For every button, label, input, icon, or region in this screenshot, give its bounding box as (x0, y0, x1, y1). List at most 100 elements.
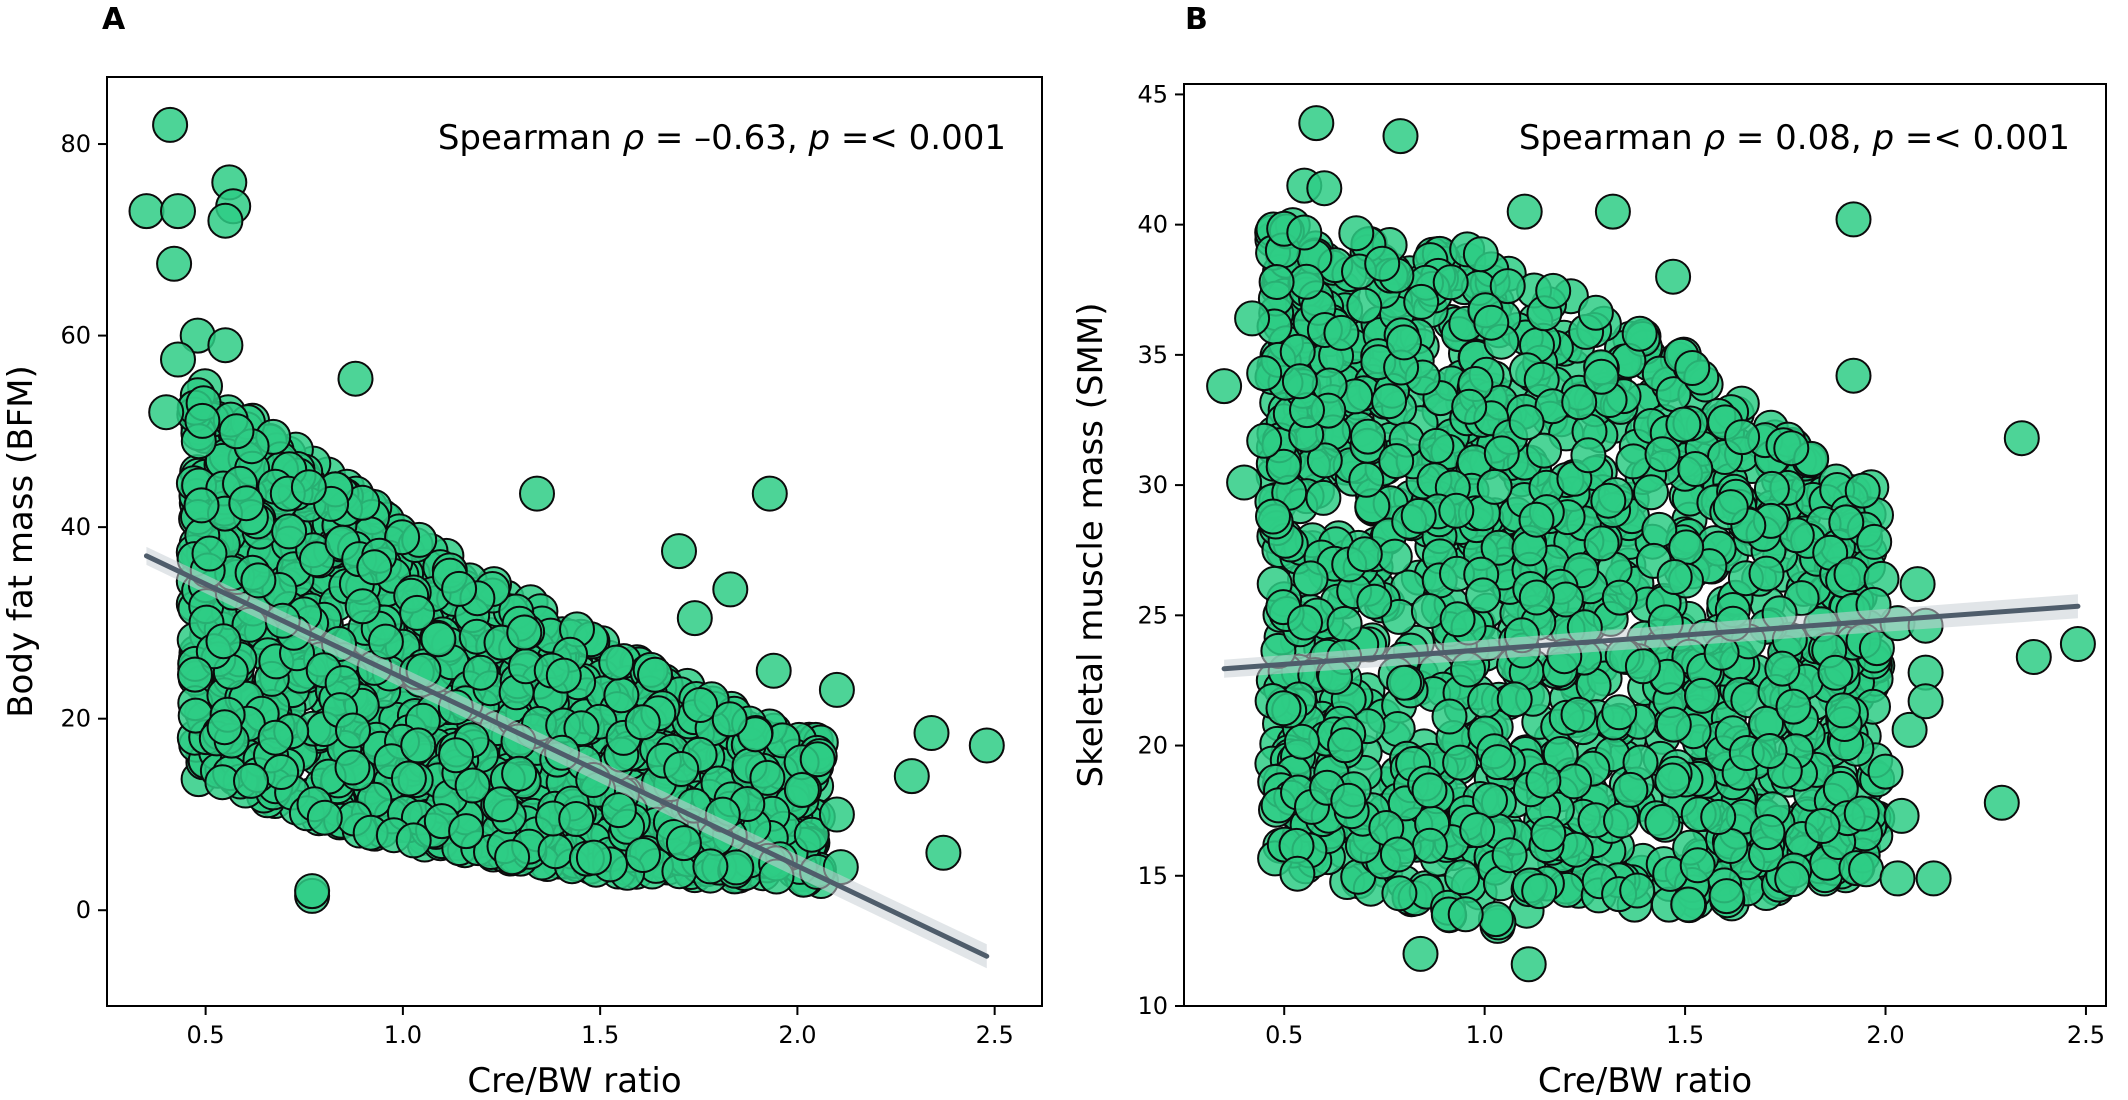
data-point (1915, 860, 1952, 897)
data-point (1382, 118, 1419, 155)
data-point (399, 594, 436, 631)
data-point (1594, 193, 1631, 230)
data-point (600, 792, 637, 829)
data-point (1287, 604, 1323, 641)
data-point (1508, 404, 1545, 441)
data-point (257, 719, 294, 756)
data-point (1323, 314, 1360, 351)
data-point (1891, 711, 1928, 748)
data-point (1379, 836, 1416, 873)
data-point (177, 656, 213, 693)
data-point (1439, 601, 1476, 638)
spearman-annotation: Spearman ρ = –0.63, p =< 0.001 (438, 118, 1006, 158)
data-point (893, 758, 930, 795)
y-tick-label: 25 (1137, 601, 1168, 629)
data-point (448, 813, 485, 850)
data-point (207, 202, 244, 239)
y-axis-label: Skeletal muscle mass (SMM) (1071, 303, 1111, 788)
data-point (1899, 566, 1936, 603)
data-point (537, 833, 574, 870)
data-point (575, 839, 612, 876)
data-point (1670, 886, 1707, 923)
data-point (1773, 430, 1810, 467)
data-point (1518, 579, 1555, 616)
data-point (1411, 772, 1448, 809)
data-point (1748, 555, 1785, 592)
y-tick-label: 80 (60, 130, 91, 158)
data-point (1402, 935, 1439, 972)
data-point (1817, 654, 1854, 691)
data-point (482, 786, 519, 823)
data-point (494, 839, 531, 876)
y-tick-label: 0 (76, 896, 91, 924)
y-axis-label: Body fat mass (BFM) (1, 365, 41, 718)
data-point (1346, 287, 1383, 324)
data-point (1298, 105, 1335, 142)
data-point (2015, 639, 2052, 675)
data-point (1535, 272, 1572, 309)
data-point (1624, 648, 1661, 685)
data-point (240, 562, 277, 599)
data-point (454, 767, 491, 804)
data-point (400, 727, 437, 764)
data-point (1749, 814, 1786, 851)
data-point (1255, 498, 1291, 535)
data-point (1844, 472, 1881, 509)
data-point (184, 402, 221, 439)
data-point (1338, 215, 1375, 252)
data-point (598, 644, 635, 681)
data-point (712, 571, 749, 608)
data-point (390, 760, 427, 797)
x-tick-label: 0.5 (1265, 1021, 1303, 1049)
data-point (1677, 451, 1714, 487)
data-point (1824, 692, 1861, 729)
scatter-plot-a: 0.5 1.0 1.5 2.0 2.5 0 20 40 60 80 Cre/BW ratio Body… (1, 76, 1043, 1100)
data-point (751, 475, 788, 512)
data-point (663, 751, 700, 787)
data-point (1510, 946, 1547, 983)
data-point (1400, 497, 1437, 534)
data-point (1835, 201, 1872, 238)
data-point (1246, 355, 1283, 392)
data-point (1246, 422, 1283, 459)
data-point (271, 513, 308, 550)
data-point (661, 533, 697, 570)
data-point (1356, 583, 1393, 620)
data-point (913, 715, 950, 751)
y-tick-label: 30 (1137, 471, 1168, 499)
x-tick-label: 2.5 (976, 1021, 1014, 1049)
data-point (1633, 474, 1669, 511)
data-point (1665, 406, 1702, 443)
data-point (1983, 784, 2020, 821)
data-point (1327, 727, 1364, 764)
data-point (1525, 762, 1562, 799)
data-point (228, 485, 265, 522)
data-point (1346, 536, 1383, 573)
data-point (692, 848, 729, 885)
regression-line (143, 553, 990, 959)
data-point (1386, 324, 1422, 361)
data-point (1330, 782, 1367, 819)
data-point (925, 834, 962, 871)
scatter-plot-b: 0.5 1.0 1.5 2.0 2.5 10 15 20 25 30 35 40 45 Cre/BW ra… (1071, 80, 2107, 1100)
data-point (1848, 851, 1885, 888)
data-point (1286, 214, 1323, 251)
data-point (1867, 753, 1904, 790)
data-point (1644, 436, 1681, 473)
y-tick-label: 35 (1137, 341, 1168, 369)
data-point (818, 671, 855, 708)
data-point (1226, 464, 1263, 501)
y-tick-label: 40 (1137, 211, 1168, 239)
data-point (1907, 683, 1944, 720)
data-point (558, 801, 595, 837)
data-point (1700, 799, 1737, 835)
data-point (563, 710, 600, 747)
data-point (1265, 448, 1302, 485)
data-point (501, 755, 538, 792)
x-axis-label: Cre/BW ratio (467, 1061, 681, 1100)
data-point (298, 541, 335, 578)
data-point (1418, 427, 1455, 464)
y-tick-label: 40 (60, 513, 91, 541)
data-point (1644, 804, 1681, 840)
data-point (148, 394, 185, 431)
